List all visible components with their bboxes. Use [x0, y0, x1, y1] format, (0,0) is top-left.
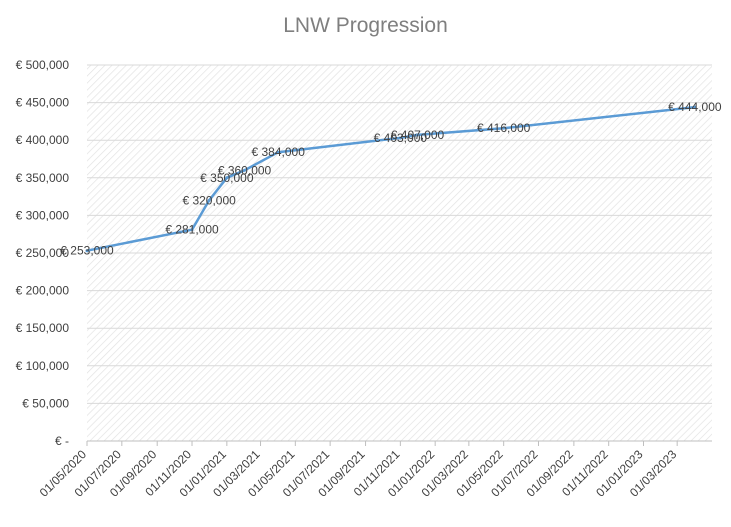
y-tick-label: € 250,000 [16, 246, 70, 260]
data-point [207, 198, 211, 202]
data-point [415, 133, 419, 137]
y-tick-label: € 50,000 [22, 396, 69, 410]
data-label: € 350,000 [200, 171, 254, 185]
y-tick-label: € - [55, 434, 69, 448]
y-tick-label: € 300,000 [16, 208, 70, 222]
data-point [85, 249, 89, 253]
data-point [225, 176, 229, 180]
series-line [85, 105, 697, 252]
data-label: € 320,000 [182, 193, 236, 207]
data-label: € 281,000 [165, 223, 219, 237]
y-tick-label: € 200,000 [16, 284, 70, 298]
data-label: € 253,000 [60, 244, 114, 258]
y-tick-label: € 100,000 [16, 359, 70, 373]
data-label: € 360,000 [218, 163, 272, 177]
data-point [243, 168, 247, 172]
y-tick-label: € 400,000 [16, 133, 70, 147]
data-label: € 444,000 [668, 100, 722, 114]
y-tick-label: € 350,000 [16, 171, 70, 185]
y-tick-label: € 150,000 [16, 321, 70, 335]
data-label: € 403,000 [374, 131, 428, 145]
y-tick-label: € 500,000 [16, 58, 70, 72]
data-point [276, 150, 280, 154]
chart-title: LNW Progression [283, 14, 448, 37]
y-tick-label: € 450,000 [16, 96, 70, 110]
data-label: € 384,000 [252, 145, 306, 159]
data-point [693, 105, 697, 109]
data-label: € 416,000 [477, 121, 531, 135]
data-point [502, 126, 506, 130]
data-point [190, 228, 194, 232]
data-label: € 407,000 [391, 128, 445, 142]
data-point [398, 136, 402, 140]
